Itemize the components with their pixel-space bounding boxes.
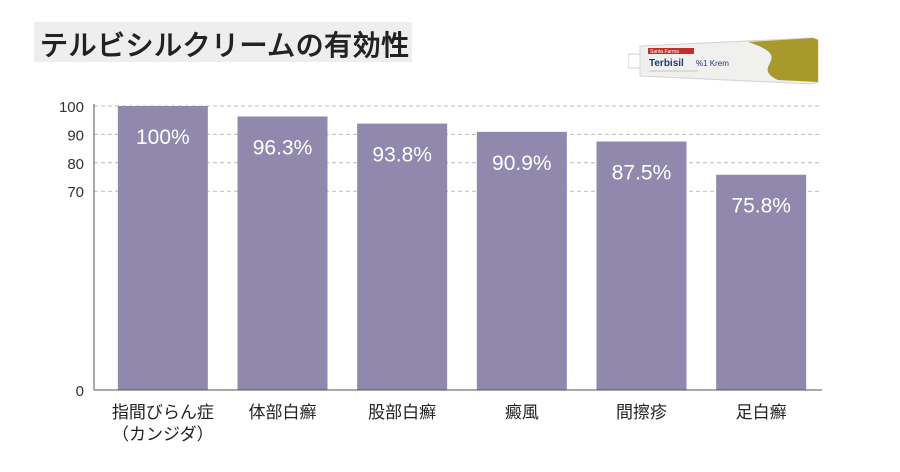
bar bbox=[117, 106, 208, 390]
y-tick-label: 100 bbox=[59, 99, 84, 116]
bar bbox=[716, 174, 807, 390]
category-label: 指間びらん症 bbox=[112, 403, 214, 423]
y-tick-labels: 0 70 80 90 100 bbox=[59, 99, 84, 400]
x-tick-labels: 指間びらん症（カンジダ） 体部白癬 股部白癬 癜風 間擦疹 足白癬 bbox=[112, 403, 787, 445]
y-tick-label: 80 bbox=[67, 156, 84, 173]
data-labels: 100% 96.3% 93.8% 90.9% 87.5% 75.8% bbox=[136, 126, 791, 218]
grid-lines bbox=[94, 105, 822, 192]
category-label: 股部白癬 bbox=[368, 403, 436, 423]
title-background bbox=[34, 22, 412, 62]
bars bbox=[117, 106, 807, 391]
data-label: 93.8% bbox=[372, 144, 432, 167]
y-tick-label: 70 bbox=[67, 184, 84, 201]
product-tube-svg: Santa Farma Terbisil %1 Krem bbox=[627, 37, 819, 85]
tube-brand-text: Terbisil bbox=[649, 58, 684, 69]
bar bbox=[357, 123, 448, 390]
data-label: 75.8% bbox=[731, 195, 791, 218]
tube-product-suffix: %1 Krem bbox=[696, 59, 729, 68]
page-title: テルビシルクリームの有効性 bbox=[40, 29, 410, 62]
category-label: （カンジダ） bbox=[112, 425, 214, 445]
category-label: 間擦疹 bbox=[616, 403, 667, 423]
tube-accent bbox=[748, 38, 818, 82]
tube-maker: Santa Farma bbox=[650, 49, 679, 55]
bar bbox=[596, 141, 687, 390]
product-tube-image: Santa Farma Terbisil %1 Krem bbox=[627, 36, 820, 86]
y-tick-label: 0 bbox=[76, 383, 84, 400]
category-label: 体部白癬 bbox=[249, 403, 317, 423]
category-label: 癜風 bbox=[505, 403, 539, 423]
data-label: 90.9% bbox=[492, 152, 552, 175]
data-label: 100% bbox=[136, 126, 190, 149]
bar bbox=[476, 131, 567, 390]
category-label: 足白癬 bbox=[736, 403, 787, 423]
tube-brand-band bbox=[648, 48, 694, 54]
bar bbox=[237, 116, 328, 391]
data-label: 96.3% bbox=[253, 137, 313, 160]
axes bbox=[93, 104, 822, 391]
data-label: 87.5% bbox=[612, 162, 672, 185]
y-tick-label: 90 bbox=[67, 127, 84, 144]
